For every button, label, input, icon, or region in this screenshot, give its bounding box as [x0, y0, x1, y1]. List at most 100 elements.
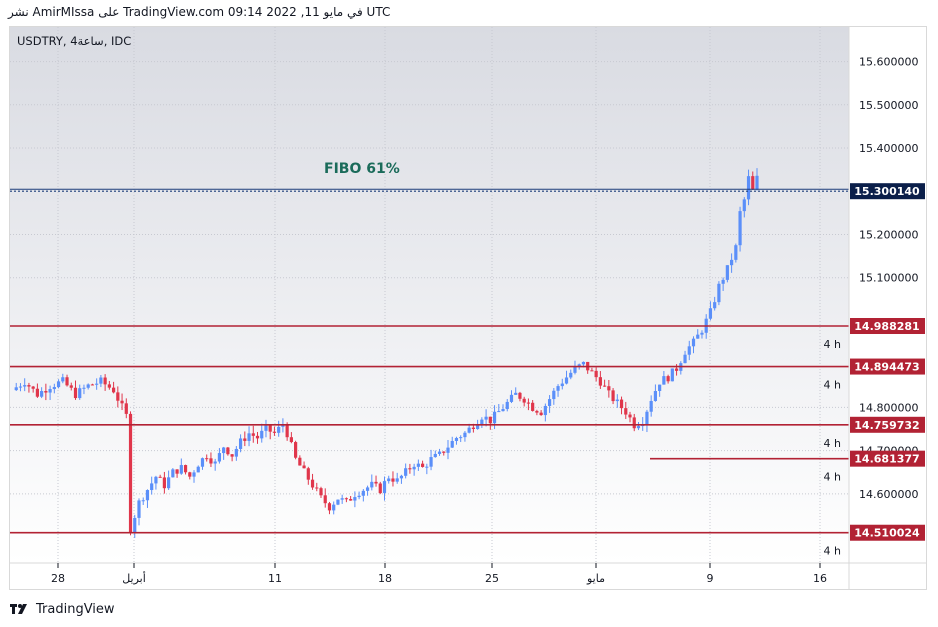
candle-body	[319, 488, 323, 496]
candle-body	[632, 417, 636, 429]
candle-body	[619, 399, 624, 409]
candle-body	[213, 461, 217, 464]
candle-body	[255, 435, 260, 439]
level-price-label: 14.759732	[854, 419, 919, 432]
level-timeframe-label: 4 h	[824, 545, 841, 558]
candle-body	[433, 453, 437, 458]
candle-body	[404, 468, 408, 476]
x-tick-label: 9	[707, 572, 714, 585]
candle-body	[488, 416, 492, 424]
candle-body	[86, 384, 90, 388]
candle-body	[459, 437, 463, 439]
candle-body	[103, 377, 107, 385]
candle-body	[306, 468, 310, 480]
candle-body	[408, 468, 412, 470]
candle-body	[556, 386, 560, 391]
candle-body	[569, 372, 573, 378]
time-axis[interactable]: 28 أبريل 11 18 25 مايو 9 16	[51, 563, 827, 585]
candle-body	[332, 504, 336, 511]
candle-body	[420, 463, 425, 467]
candle-body	[708, 308, 713, 319]
candle-body	[755, 175, 759, 190]
fibo-label: FIBO 61%	[324, 161, 400, 177]
publish-note: نشر AmirMIssa على TradingView.com في ماي…	[8, 5, 391, 19]
level-price-label: 14.988281	[854, 320, 919, 333]
x-tick-label: 11	[268, 572, 282, 585]
candle-body	[272, 431, 277, 433]
candle-body	[751, 176, 755, 190]
level-price-label-bg	[850, 318, 925, 335]
level-price-label-bg	[850, 450, 925, 467]
tradingview-logo[interactable]: TradingView	[10, 600, 115, 618]
chart-svg[interactable]: 4 h 4 h 4 h 4 h 4 h 15.600000 15.500000 15.400…	[10, 27, 926, 589]
candle-body	[141, 500, 145, 502]
candle-body	[560, 383, 564, 387]
candle-body	[247, 433, 251, 441]
candle-body	[721, 279, 725, 284]
candle-body	[636, 426, 641, 429]
candle-body	[150, 483, 154, 491]
candle-body	[167, 477, 171, 489]
candle-body	[179, 465, 183, 474]
candle-body	[69, 385, 73, 388]
candle-body	[27, 385, 31, 387]
candle-body	[649, 400, 653, 412]
candle-body	[730, 259, 734, 266]
candle-body	[454, 437, 459, 441]
candle-body	[217, 453, 222, 462]
candle-body	[463, 432, 467, 438]
y-tick-label: 15.600000	[859, 56, 919, 69]
candle-body	[399, 475, 404, 479]
candle-body	[425, 466, 429, 468]
candle-body	[196, 466, 200, 473]
plot-background	[10, 27, 849, 563]
candle-body	[23, 385, 27, 387]
candle-body	[717, 283, 721, 303]
candle-body	[145, 490, 150, 501]
candle-body	[323, 495, 327, 504]
chart-frame[interactable]: 4 h 4 h 4 h 4 h 4 h 15.600000 15.500000 15.400…	[9, 26, 927, 590]
candle-body	[111, 387, 116, 393]
candle-body	[378, 483, 382, 494]
candle-body	[357, 495, 361, 498]
candle-body	[416, 463, 420, 467]
candle-body	[61, 377, 65, 382]
candle-body	[158, 476, 162, 478]
candle-body	[251, 433, 255, 436]
candle-body	[666, 376, 670, 382]
candle-body	[480, 419, 484, 425]
candles	[14, 168, 759, 538]
candle-body	[154, 476, 158, 484]
candle-body	[289, 437, 293, 443]
y-tick-label: 15.400000	[859, 142, 919, 155]
candle-body	[78, 388, 82, 399]
candle-body	[260, 430, 264, 439]
level-timeframe-label: 4 h	[824, 379, 841, 392]
candle-body	[742, 199, 746, 212]
candle-body	[209, 458, 213, 464]
candle-body	[99, 377, 103, 384]
candle-body	[73, 387, 78, 399]
x-tick-label: 16	[813, 572, 827, 585]
candle-body	[497, 411, 501, 413]
candle-body	[543, 405, 547, 416]
candle-body	[581, 361, 586, 365]
candle-body	[365, 487, 370, 491]
candle-body	[374, 481, 378, 484]
candle-body	[128, 413, 133, 533]
candle-body	[370, 481, 374, 488]
candle-body	[412, 466, 416, 470]
candle-body	[467, 427, 471, 433]
x-tick-label: أبريل	[122, 571, 146, 585]
level-price-label: 14.681377	[854, 453, 919, 466]
symbol-legend: USDTRY, 4ساعة, IDC	[17, 34, 131, 48]
candle-body	[552, 390, 556, 400]
price-axis[interactable]: 15.600000 15.500000 15.400000 15.200000 15.1…	[859, 56, 919, 501]
fibo-price-label: 15.300140	[854, 185, 920, 198]
candle-body	[234, 448, 238, 457]
price-labels: 14.988281 14.894473 14.759732 14.681377 14.5…	[850, 183, 925, 541]
candle-body	[607, 386, 611, 391]
candle-body	[14, 387, 18, 391]
candle-body	[437, 451, 442, 454]
candle-body	[133, 517, 137, 533]
